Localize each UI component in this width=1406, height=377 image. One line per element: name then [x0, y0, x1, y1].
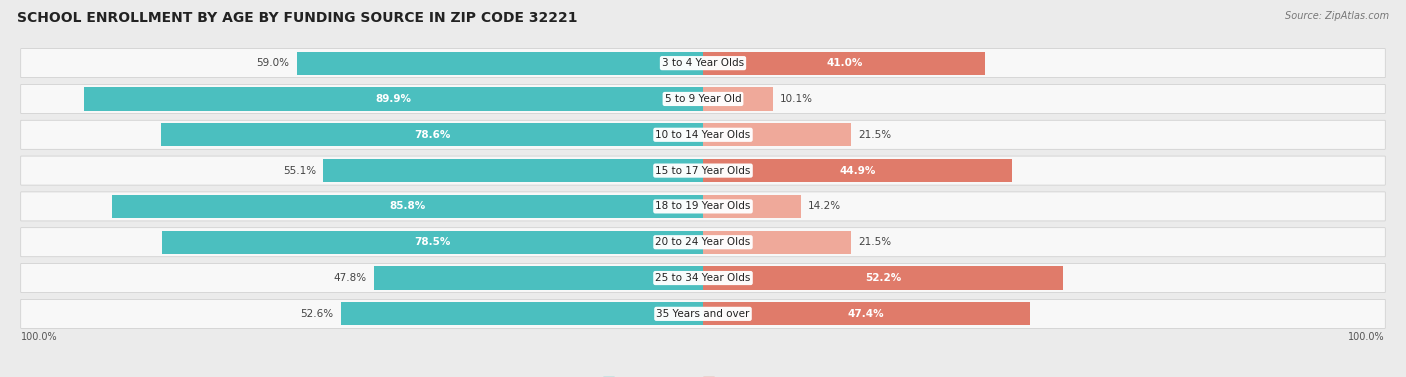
Text: 10 to 14 Year Olds: 10 to 14 Year Olds [655, 130, 751, 140]
Text: 5 to 9 Year Old: 5 to 9 Year Old [665, 94, 741, 104]
Text: 10.1%: 10.1% [779, 94, 813, 104]
Bar [297, 52, 703, 75]
Text: 52.6%: 52.6% [301, 309, 333, 319]
Bar [340, 302, 703, 325]
Bar [703, 302, 1029, 325]
Text: 52.2%: 52.2% [865, 273, 901, 283]
Text: 47.4%: 47.4% [848, 309, 884, 319]
Text: Source: ZipAtlas.com: Source: ZipAtlas.com [1285, 11, 1389, 21]
Bar [323, 159, 703, 182]
Bar [162, 231, 703, 254]
Bar [703, 52, 986, 75]
Text: 18 to 19 Year Olds: 18 to 19 Year Olds [655, 201, 751, 211]
FancyBboxPatch shape [21, 49, 1385, 78]
FancyBboxPatch shape [21, 120, 1385, 149]
Bar [703, 231, 851, 254]
FancyBboxPatch shape [21, 84, 1385, 113]
Text: 25 to 34 Year Olds: 25 to 34 Year Olds [655, 273, 751, 283]
Text: 78.5%: 78.5% [415, 237, 451, 247]
Text: 41.0%: 41.0% [827, 58, 862, 68]
Text: 59.0%: 59.0% [257, 58, 290, 68]
Bar [703, 87, 772, 110]
Bar [374, 267, 703, 290]
Text: 78.6%: 78.6% [413, 130, 450, 140]
FancyBboxPatch shape [21, 192, 1385, 221]
Text: 3 to 4 Year Olds: 3 to 4 Year Olds [662, 58, 744, 68]
Text: 100.0%: 100.0% [21, 332, 58, 342]
Legend: Public School, Private School: Public School, Private School [600, 374, 806, 377]
Bar [703, 195, 801, 218]
FancyBboxPatch shape [21, 228, 1385, 257]
Text: 14.2%: 14.2% [807, 201, 841, 211]
Text: 47.8%: 47.8% [333, 273, 367, 283]
FancyBboxPatch shape [21, 156, 1385, 185]
Text: 35 Years and over: 35 Years and over [657, 309, 749, 319]
Text: 85.8%: 85.8% [389, 201, 426, 211]
Text: 44.9%: 44.9% [839, 166, 876, 176]
FancyBboxPatch shape [21, 299, 1385, 328]
Bar [703, 267, 1063, 290]
Bar [162, 123, 703, 146]
Text: 100.0%: 100.0% [1348, 332, 1385, 342]
Text: SCHOOL ENROLLMENT BY AGE BY FUNDING SOURCE IN ZIP CODE 32221: SCHOOL ENROLLMENT BY AGE BY FUNDING SOUR… [17, 11, 578, 25]
Bar [112, 195, 703, 218]
FancyBboxPatch shape [21, 264, 1385, 293]
Text: 15 to 17 Year Olds: 15 to 17 Year Olds [655, 166, 751, 176]
Text: 20 to 24 Year Olds: 20 to 24 Year Olds [655, 237, 751, 247]
Text: 89.9%: 89.9% [375, 94, 412, 104]
Text: 21.5%: 21.5% [858, 237, 891, 247]
Text: 55.1%: 55.1% [284, 166, 316, 176]
Bar [703, 159, 1012, 182]
Text: 21.5%: 21.5% [858, 130, 891, 140]
Bar [83, 87, 703, 110]
Bar [703, 123, 851, 146]
